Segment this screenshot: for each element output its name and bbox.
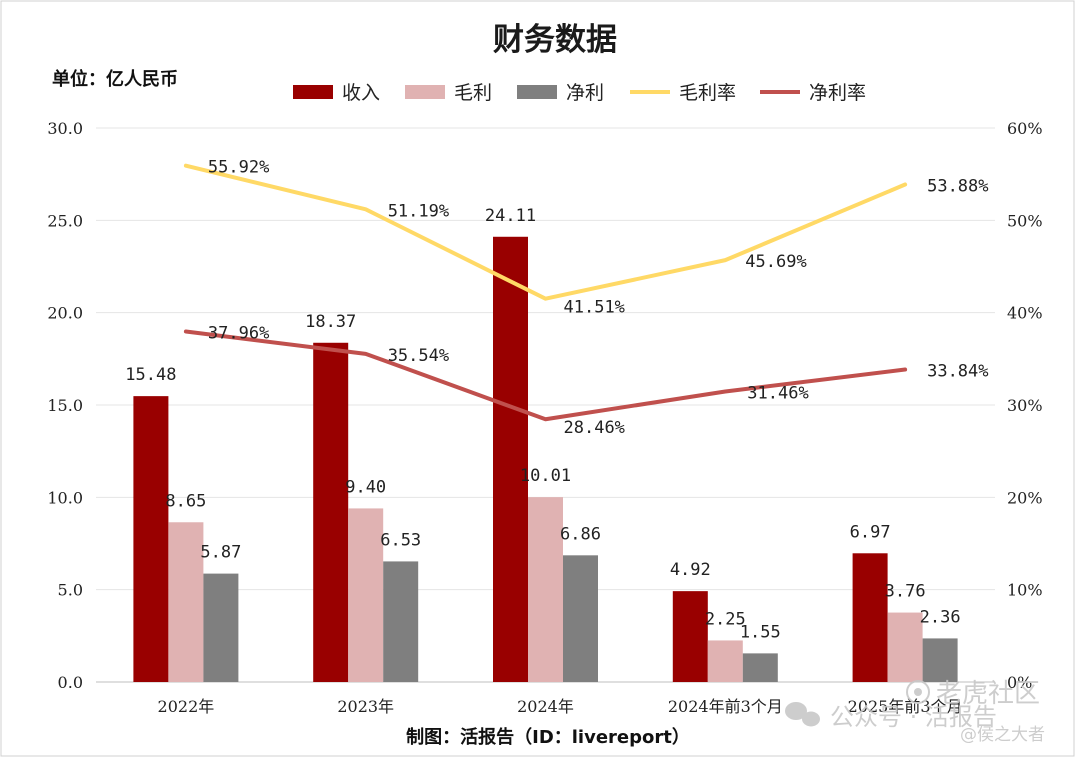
x-category-label: 2022年 [158,697,215,716]
y-left-tick-label: 25.0 [47,211,83,230]
bar-data-label: 18.37 [305,312,356,332]
bar-gross-profit [707,640,743,682]
bar-revenue [133,396,169,682]
y-right-tick-label: 20% [1007,488,1043,507]
bar-net-profit [742,653,778,682]
x-category-label: 2024年 [517,697,574,716]
legend: 收入 毛利 净利 毛利率 净利率 [293,82,866,104]
y-left-tick-label: 15.0 [47,396,83,415]
bar-gross-profit [168,522,204,682]
bar-data-label: 1.55 [740,622,781,642]
line-data-label: 31.46% [747,384,808,404]
x-category-label: 2025年前3个月 [848,697,963,716]
legend-label-revenue: 收入 [342,82,380,104]
tiger-community-icon [906,680,930,704]
legend-swatch-revenue [293,85,333,99]
watermark-user: @侯之大者 [960,725,1045,745]
bar-data-label: 10.01 [520,466,571,486]
legend-label-gross-profit: 毛利 [454,82,492,104]
watermark: 公众号 · 活报告 老虎社区 @侯之大者 [785,679,1045,745]
y-left-tick-label: 10.0 [47,488,83,507]
legend-label-net-margin: 净利率 [809,82,866,104]
x-category-label: 2023年 [337,697,394,716]
watermark-brand: 老虎社区 [936,679,1040,709]
y-right-tick-label: 40% [1007,304,1043,323]
legend-label-net-profit: 净利 [566,82,604,104]
legend-label-gross-margin: 毛利率 [679,82,736,104]
plot-area: 0.0 5.0 10.0 15.0 20.0 25.0 30.0 0% 10% 20% 30% 40%… [47,119,1042,716]
y-left-tick-label: 0.0 [58,673,83,692]
bar-data-label: 15.48 [125,365,176,385]
line-data-label: 41.51% [564,298,625,318]
line-data-label: 33.84% [927,362,988,382]
legend-swatch-net-profit [517,85,557,99]
bar-data-label: 2.25 [705,609,746,629]
credit-text: 制图：活报告（ID：livereport） [406,726,690,748]
y-left-tick-label: 30.0 [47,119,83,138]
bar-data-label: 9.40 [345,477,386,497]
y-right-tick-label: 50% [1007,211,1043,230]
bar-data-label: 6.86 [560,524,601,544]
watermark-account: 公众号 · 活报告 [830,703,997,731]
bar-data-label: 6.97 [850,522,891,542]
line-data-label: 35.54% [388,346,449,366]
bar-net-profit [383,561,419,682]
bar-revenue [672,591,708,682]
bar-net-profit [563,555,598,682]
bar-revenue [313,342,349,682]
bar-data-label: 5.87 [200,543,241,563]
y-right-tick-label: 60% [1007,119,1043,138]
x-category-label: 2024年前3个月 [668,697,783,716]
line-data-label: 37.96% [208,324,269,344]
bar-gross-profit [528,497,563,682]
bar-net-profit [922,638,958,682]
unit-label: 单位：亿人民币 [52,68,178,90]
y-right-tick-label: 0% [1007,673,1032,692]
bar-gross-profit [348,508,384,682]
bar-data-label: 24.11 [485,206,536,226]
bar-data-label: 2.36 [920,607,961,627]
y-left-tick-label: 5.0 [58,581,83,600]
y-left-tick-label: 20.0 [47,304,83,323]
line-data-label: 53.88% [927,177,988,197]
y-right-tick-label: 10% [1007,581,1043,600]
line-data-label: 51.19% [388,201,449,221]
bar-revenue [493,236,528,682]
bar-data-label: 3.76 [885,582,926,602]
wechat-icon [785,702,820,727]
legend-swatch-gross-profit [405,85,445,99]
line-data-label: 55.92% [208,158,269,178]
line-data-label: 28.46% [564,418,625,438]
y-right-tick-label: 30% [1007,396,1043,415]
bar-data-label: 6.53 [380,530,421,550]
line-data-label: 45.69% [745,252,806,272]
chart-title: 财务数据 [493,22,617,58]
bar-data-label: 4.92 [670,560,711,580]
bar-revenue [852,553,888,682]
bar-gross-profit [887,612,923,682]
bar-net-profit [203,573,239,682]
bar-data-label: 8.65 [165,491,206,511]
